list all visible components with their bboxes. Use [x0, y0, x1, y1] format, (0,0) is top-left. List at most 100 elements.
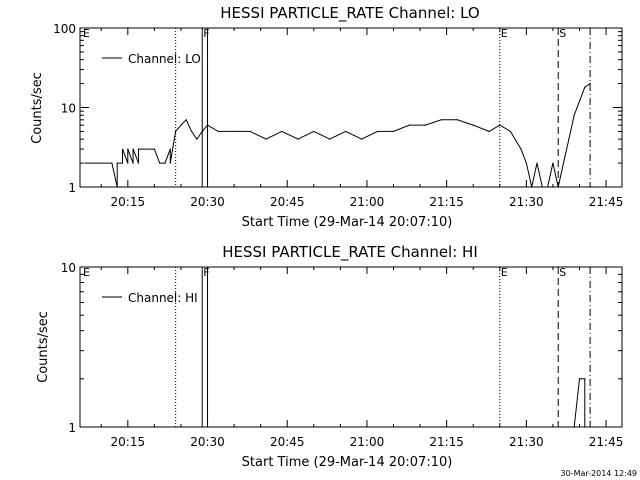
data-point [127, 162, 129, 164]
data-point [584, 378, 586, 380]
data-point [376, 130, 379, 133]
data-point [132, 148, 134, 150]
x-tick-label: 21:00 [350, 195, 385, 209]
panel-0: 20:15 20:30 20:45 21:00 21:15 21:30 21:45 1 10 10… [53, 22, 623, 209]
data-point [525, 162, 527, 164]
data-point [121, 162, 124, 164]
data-point [424, 124, 426, 126]
data-point [578, 100, 581, 102]
event-marker-label: S [559, 27, 566, 40]
data-point [440, 119, 442, 121]
data-point [185, 119, 187, 121]
data-point [509, 130, 512, 133]
data-point [217, 130, 219, 133]
data-point [132, 162, 134, 164]
x-tick-label: 20:15 [111, 195, 146, 209]
y-tick-label: 10 [61, 102, 76, 116]
x-tick-label: 21:15 [429, 195, 464, 209]
data-point [190, 130, 193, 133]
data-point [488, 130, 490, 133]
data-point [562, 162, 565, 164]
data-point [111, 162, 113, 164]
data-point [180, 124, 182, 126]
data-point [137, 148, 140, 150]
x-tick-label: 21:00 [350, 435, 385, 449]
series-line [573, 378, 586, 428]
data-point [499, 124, 501, 126]
data-point [153, 148, 155, 150]
event-marker-label: S [559, 266, 566, 279]
x-tick-label: 20:15 [111, 435, 146, 449]
data-point [84, 162, 86, 164]
data-point [175, 130, 177, 133]
event-marker-label: E [501, 27, 508, 40]
data-point [536, 162, 538, 164]
data-point [345, 130, 347, 133]
y-tick-label: 1 [68, 421, 76, 435]
data-point [265, 138, 267, 140]
x-tick-label: 21:45 [589, 195, 624, 209]
data-point [169, 148, 171, 150]
x-tick-label: 21:15 [429, 435, 464, 449]
data-point [281, 130, 283, 133]
data-point [233, 130, 235, 133]
data-point [472, 124, 474, 126]
legend-label-hi: Channel: HI [128, 291, 198, 305]
data-point [408, 124, 411, 126]
data-point [589, 82, 591, 85]
data-point [456, 119, 458, 121]
y-tick-label: 10 [61, 261, 76, 275]
data-point [361, 138, 363, 140]
data-point [584, 426, 586, 428]
x-tick-label: 20:45 [270, 195, 305, 209]
series-line [85, 83, 591, 188]
data-point [121, 148, 124, 150]
data-point [392, 130, 395, 133]
x-axis-label-hi: Start Time (29-Mar-14 20:07:10) [242, 455, 453, 470]
data-point [169, 162, 171, 164]
legend-label-lo: Channel: LO [128, 52, 201, 66]
data-point [557, 186, 559, 188]
data-point [573, 426, 575, 428]
data-point [137, 162, 140, 164]
data-point [573, 114, 575, 116]
plot-frame [79, 266, 623, 428]
event-marker-label: E [501, 266, 508, 279]
data-point [531, 186, 533, 188]
x-tick-label: 20:30 [190, 195, 225, 209]
render-timestamp: 30-Mar-2014 12:49 [561, 469, 638, 478]
data-point [313, 130, 315, 133]
x-axis-label-lo: Start Time (29-Mar-14 20:07:10) [242, 215, 453, 230]
data-point [206, 124, 209, 126]
data-point [201, 130, 203, 133]
y-tick-label: 100 [53, 22, 76, 36]
data-point [520, 148, 522, 150]
event-marker-label: F [203, 27, 209, 40]
event-marker-label: F [203, 266, 209, 279]
event-marker-label: E [83, 27, 90, 40]
data-point [127, 148, 129, 150]
data-point [159, 162, 161, 164]
data-point [164, 162, 166, 164]
data-point [329, 138, 331, 140]
event-marker-label: E [83, 266, 90, 279]
chart-title-lo: HESSI PARTICLE_RATE Channel: LO [220, 4, 479, 23]
data-point [196, 138, 198, 140]
y-tick-label: 1 [68, 181, 76, 195]
data-point [568, 138, 570, 140]
data-point [578, 378, 581, 380]
y-axis-label-hi: Counts/sec [36, 311, 51, 383]
chart-title-hi: HESSI PARTICLE_RATE Channel: HI [222, 243, 478, 262]
data-point [116, 186, 118, 188]
data-point [297, 138, 299, 140]
x-tick-label: 21:30 [509, 435, 544, 449]
data-point [584, 86, 586, 88]
x-tick-label: 20:45 [270, 435, 305, 449]
data-point [552, 162, 554, 164]
x-tick-label: 21:30 [509, 195, 544, 209]
data-point [547, 186, 549, 188]
x-tick-label: 21:45 [589, 435, 624, 449]
x-tick-label: 20:30 [190, 435, 225, 449]
data-point [249, 130, 251, 133]
